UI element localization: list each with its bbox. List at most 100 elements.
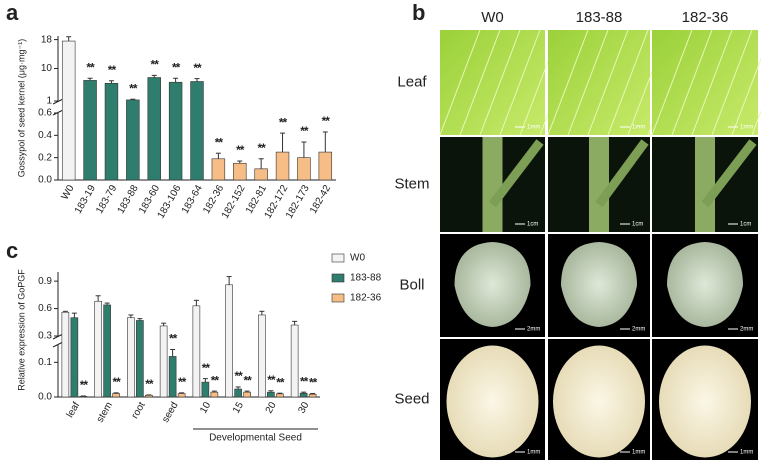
panel-label: a	[6, 0, 19, 25]
leaf-photo	[548, 30, 650, 135]
significance: **	[276, 375, 285, 389]
bar	[177, 393, 186, 398]
seed	[659, 345, 751, 458]
legend-label: 183-88	[350, 273, 382, 284]
significance: **	[279, 115, 288, 129]
bar	[267, 391, 275, 398]
leaf-vein	[439, 29, 481, 136]
panel-label: b	[412, 0, 425, 25]
bar	[234, 388, 242, 398]
row-label: Boll	[399, 276, 424, 293]
bar	[127, 317, 135, 398]
significance: **	[215, 135, 224, 149]
row-label: Stem	[394, 175, 429, 192]
significance: **	[322, 114, 331, 128]
leaf-photo	[440, 30, 545, 135]
leaf-vein	[691, 29, 733, 136]
legend-label: W0	[350, 253, 365, 264]
x-tick-label: 30	[296, 400, 311, 416]
legend-label: 182-36	[350, 293, 382, 304]
bar	[318, 151, 333, 181]
scale-label: 2mm	[527, 327, 540, 333]
significance: **	[108, 63, 117, 77]
stem	[695, 137, 715, 232]
y-tick-label: 0.6	[38, 108, 52, 119]
bar	[70, 317, 79, 398]
bar	[192, 305, 201, 398]
leaf-vein	[459, 29, 501, 136]
legend-swatch	[331, 273, 345, 283]
legend-swatch	[331, 253, 345, 263]
seed	[446, 345, 539, 458]
significance: **	[300, 374, 309, 388]
y-tick-label: 0.9	[38, 276, 52, 287]
leaf-vein	[751, 109, 761, 136]
significance: **	[257, 141, 266, 155]
column-header: 183-88	[576, 9, 623, 26]
significance: **	[211, 373, 220, 387]
significance: **	[151, 58, 160, 72]
significance: **	[172, 60, 181, 74]
leaf-vein	[567, 29, 609, 136]
x-tick-label: 182-42	[308, 183, 333, 216]
bar	[254, 168, 268, 181]
branch	[595, 139, 649, 208]
significance: **	[80, 378, 89, 392]
scale-label: 1mm	[740, 125, 753, 131]
bar	[112, 393, 120, 398]
bar	[147, 77, 161, 181]
bar	[168, 356, 177, 398]
scale-label: 1cm	[740, 222, 751, 228]
bar	[243, 391, 251, 398]
axis-break	[52, 109, 64, 116]
branch	[701, 139, 757, 208]
bar	[225, 284, 233, 398]
y-axis-label: Gossypol of seed kernel (μg·mg⁻¹)	[16, 39, 26, 178]
bar	[61, 40, 76, 181]
y-tick-label: 0.6	[38, 303, 52, 314]
stem	[589, 137, 609, 232]
leaf-vein	[651, 29, 693, 136]
column-header: W0	[481, 9, 504, 26]
leaf-vein	[731, 57, 761, 136]
boll	[561, 242, 637, 327]
bar	[61, 311, 70, 398]
y-tick-label: 10	[41, 63, 53, 74]
seed	[553, 345, 645, 458]
leaf-vein	[711, 29, 753, 136]
scale-label: 1mm	[740, 450, 753, 456]
bar	[168, 81, 183, 181]
leaf-vein	[499, 29, 541, 136]
significance: **	[236, 143, 245, 157]
y-tick-label: 0.2	[38, 152, 52, 163]
x-tick-label: leaf	[65, 400, 83, 420]
y-tick-label: 0.0	[38, 392, 52, 403]
bar	[297, 157, 311, 181]
leaf-vein	[671, 29, 713, 136]
leaf-vein	[607, 29, 649, 136]
row-label: Leaf	[397, 73, 427, 90]
bar	[126, 99, 140, 181]
y-tick-label: 0.3	[38, 331, 52, 342]
significance: **	[178, 375, 187, 389]
row-label: Seed	[394, 390, 429, 407]
y-tick-label: 18	[41, 34, 53, 45]
legend-swatch	[331, 293, 345, 303]
x-tick-label: W0	[60, 183, 77, 202]
scale-label: 2mm	[632, 327, 645, 333]
significance: **	[193, 61, 202, 75]
significance: **	[169, 332, 178, 346]
y-axis-label: Relative expression of GoPGF	[16, 269, 26, 391]
photo-grid: W0 183-88 182-36 Leaf 1mm 1mm 1mm Stem 1cm 1cm 1cm…	[394, 9, 761, 460]
y-tick-label: 0.1	[38, 357, 52, 368]
bar	[94, 300, 102, 398]
scale-label: 1mm	[632, 125, 645, 131]
bar	[103, 304, 111, 398]
bar	[299, 392, 308, 398]
significance: **	[112, 375, 121, 389]
significance: **	[129, 81, 138, 95]
leaf-vein	[587, 29, 629, 136]
stem	[482, 137, 503, 232]
branch	[488, 139, 544, 208]
